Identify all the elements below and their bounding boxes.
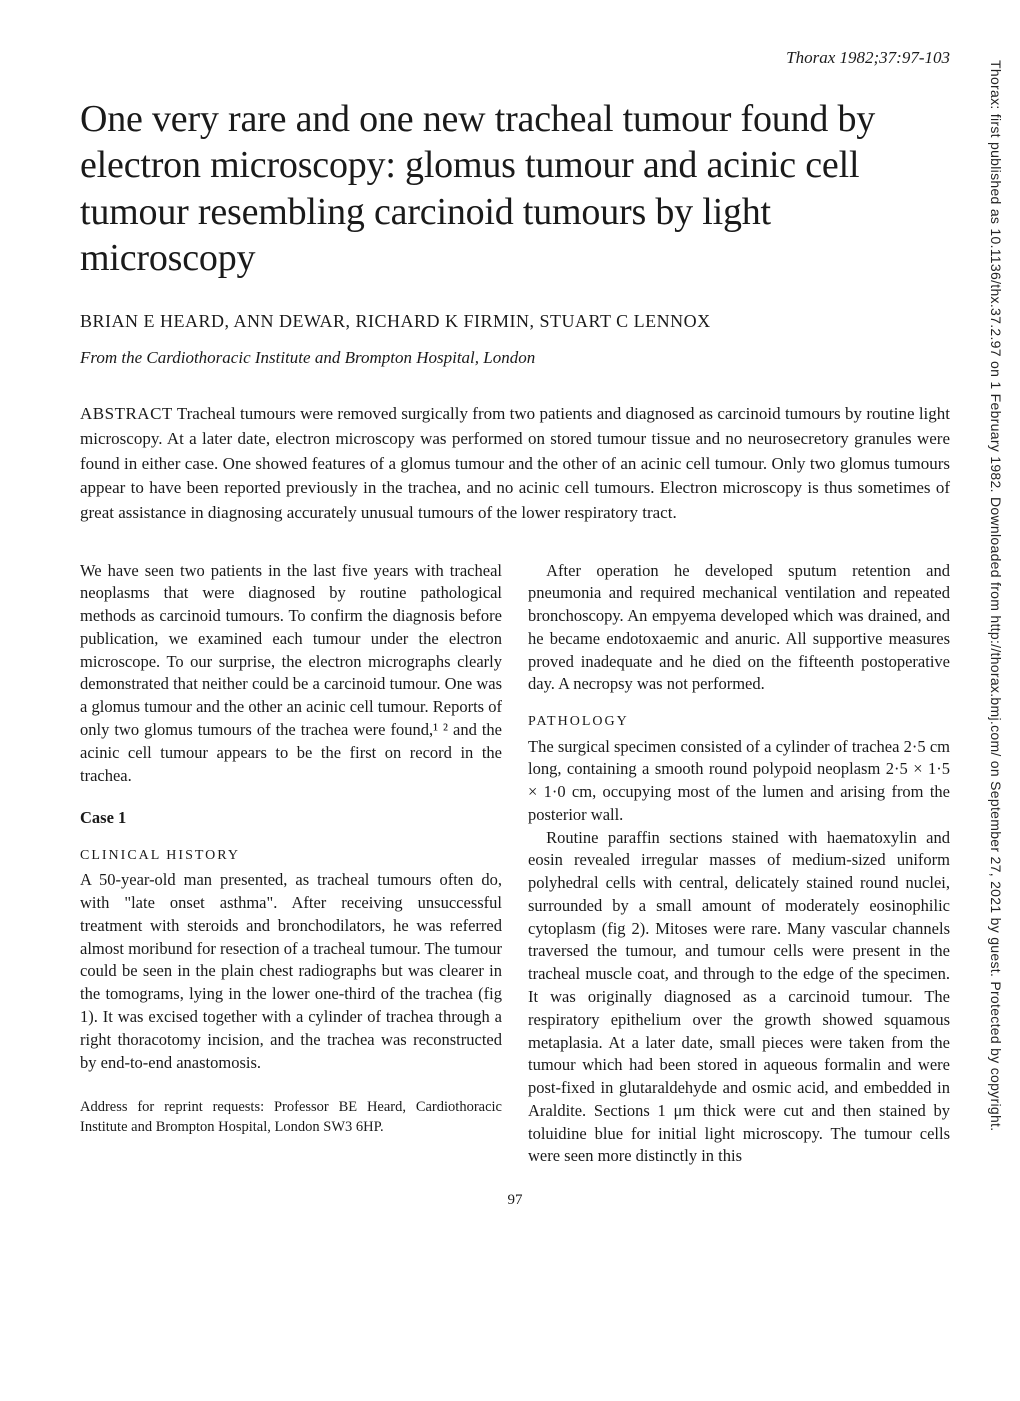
clinical-history-heading: CLINICAL HISTORY (80, 846, 502, 865)
author-list: BRIAN E HEARD, ANN DEWAR, RICHARD K FIRM… (80, 311, 950, 332)
copyright-sidebar: Thorax: first published as 10.1136/thx.3… (988, 60, 1004, 1131)
pathology-p2: Routine paraffin sections stained with h… (528, 827, 950, 1168)
article-title: One very rare and one new tracheal tumou… (80, 96, 950, 281)
left-column: We have seen two patients in the last fi… (80, 560, 502, 1168)
abstract-text: Tracheal tumours were removed surgically… (80, 404, 950, 522)
pathology-p1: The surgical specimen consisted of a cyl… (528, 736, 950, 827)
case-1-heading: Case 1 (80, 807, 502, 830)
intro-paragraph: We have seen two patients in the last fi… (80, 560, 502, 788)
page-container: Thorax: first published as 10.1136/thx.3… (0, 0, 1020, 1401)
abstract-label: ABSTRACT (80, 404, 173, 423)
followup-paragraph: After operation he developed sputum rete… (528, 560, 950, 697)
pathology-heading: PATHOLOGY (528, 712, 950, 731)
affiliation: From the Cardiothoracic Institute and Br… (80, 348, 950, 368)
reprint-address: Address for reprint requests: Professor … (80, 1098, 502, 1137)
clinical-history-text: A 50-year-old man presented, as tracheal… (80, 869, 502, 1074)
right-column: After operation he developed sputum rete… (528, 560, 950, 1168)
page-number: 97 (80, 1192, 950, 1209)
body-columns: We have seen two patients in the last fi… (80, 560, 950, 1168)
journal-reference: Thorax 1982;37:97-103 (80, 48, 950, 68)
abstract: ABSTRACT Tracheal tumours were removed s… (80, 402, 950, 525)
